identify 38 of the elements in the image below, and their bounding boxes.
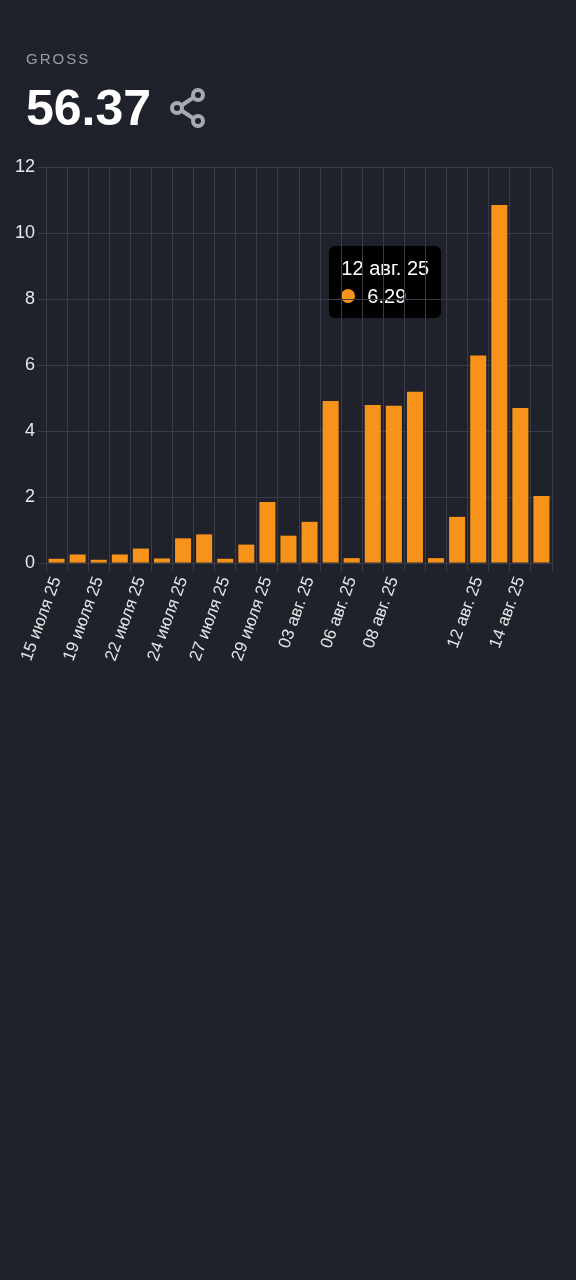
bar <box>491 204 508 563</box>
bar <box>111 554 128 563</box>
bar <box>428 558 445 563</box>
bar <box>512 407 529 563</box>
x-tick-label: 08 авг. 25 <box>358 574 403 651</box>
bar <box>406 391 423 563</box>
bar <box>90 559 107 563</box>
x-tick-label: 06 авг. 25 <box>316 574 360 651</box>
bar <box>301 521 318 563</box>
bar <box>175 538 192 563</box>
bar <box>196 534 213 563</box>
bar <box>259 502 276 563</box>
y-tick-label: 10 <box>14 221 36 242</box>
y-tick-label: 0 <box>25 552 36 573</box>
x-tick-label: 14 авг. 25 <box>485 574 529 651</box>
bar <box>322 401 339 563</box>
bar <box>385 405 402 563</box>
y-tick-label: 12 <box>14 155 36 176</box>
y-tick-label: 2 <box>25 486 36 507</box>
x-tick-label: 12 авг. 25 <box>443 574 487 651</box>
y-tick-label: 4 <box>25 420 36 441</box>
bar <box>343 558 360 563</box>
chart-title: GROSS <box>26 50 92 67</box>
bar <box>153 558 170 563</box>
bar <box>533 496 550 563</box>
y-tick-label: 8 <box>25 288 36 308</box>
bar <box>132 548 149 563</box>
x-tick-label: 03 авг. 25 <box>274 574 318 651</box>
chart-subtitle: 56.37 <box>26 79 152 137</box>
bar <box>48 558 65 563</box>
bar <box>364 404 381 563</box>
y-tick-label: 6 <box>25 354 36 375</box>
bar <box>280 535 297 563</box>
bar <box>238 544 255 563</box>
bar <box>470 355 487 563</box>
bar <box>69 554 86 563</box>
bar <box>217 558 234 563</box>
bar <box>449 516 466 563</box>
